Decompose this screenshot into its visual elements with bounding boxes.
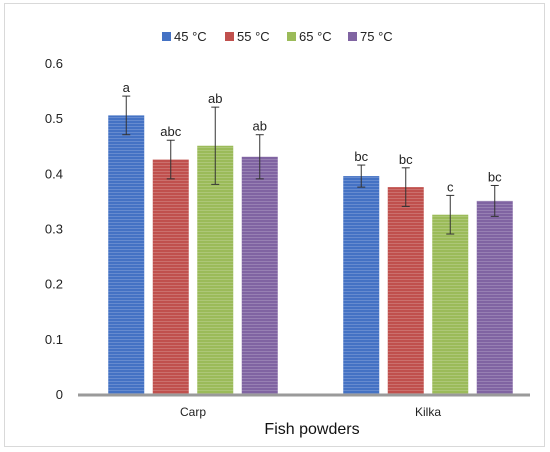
significance-label: ab: [253, 119, 267, 134]
legend-label: 75 °C: [360, 29, 393, 44]
significance-label: a: [123, 80, 131, 95]
y-tick-label: 0: [56, 387, 63, 402]
legend-swatch: [348, 32, 357, 41]
significance-label: ab: [208, 91, 222, 106]
significance-label: bc: [488, 169, 502, 184]
significance-label: bc: [354, 149, 368, 164]
bar-texture: [197, 145, 234, 394]
y-tick-label: 0.4: [45, 166, 63, 181]
x-axis-title: Fish powders: [264, 421, 359, 438]
legend-label: 55 °C: [237, 29, 270, 44]
y-tick-label: 0.5: [45, 111, 63, 126]
bar-texture: [476, 200, 513, 394]
category-label: Carp: [180, 405, 206, 419]
legend: 45 °C 55 °C 65 °C 75 °C: [162, 29, 393, 44]
legend-label: 65 °C: [299, 29, 332, 44]
y-tick-label: 0.6: [45, 56, 63, 71]
y-tick-label: 0.1: [45, 332, 63, 347]
bar-texture: [241, 156, 278, 394]
significance-label: bc: [399, 152, 413, 167]
bars: a abc ab ab bc bc c bc: [108, 80, 513, 395]
legend-swatch: [162, 32, 171, 41]
y-axis: 0 0.1 0.2 0.3 0.4 0.5 0.6: [45, 56, 63, 402]
legend-swatch: [287, 32, 296, 41]
significance-label: abc: [160, 124, 181, 139]
y-tick-label: 0.3: [45, 222, 63, 237]
x-axis: Carp Kilka: [78, 393, 530, 419]
bar-texture: [432, 214, 469, 394]
legend-swatch: [225, 32, 234, 41]
bar-texture: [152, 159, 189, 394]
bar-texture: [387, 187, 424, 394]
bar-texture: [108, 115, 145, 395]
category-label: Kilka: [415, 405, 441, 419]
y-tick-label: 0.2: [45, 277, 63, 292]
significance-label: c: [447, 179, 454, 194]
bar-texture: [343, 176, 380, 394]
legend-label: 45 °C: [174, 29, 207, 44]
